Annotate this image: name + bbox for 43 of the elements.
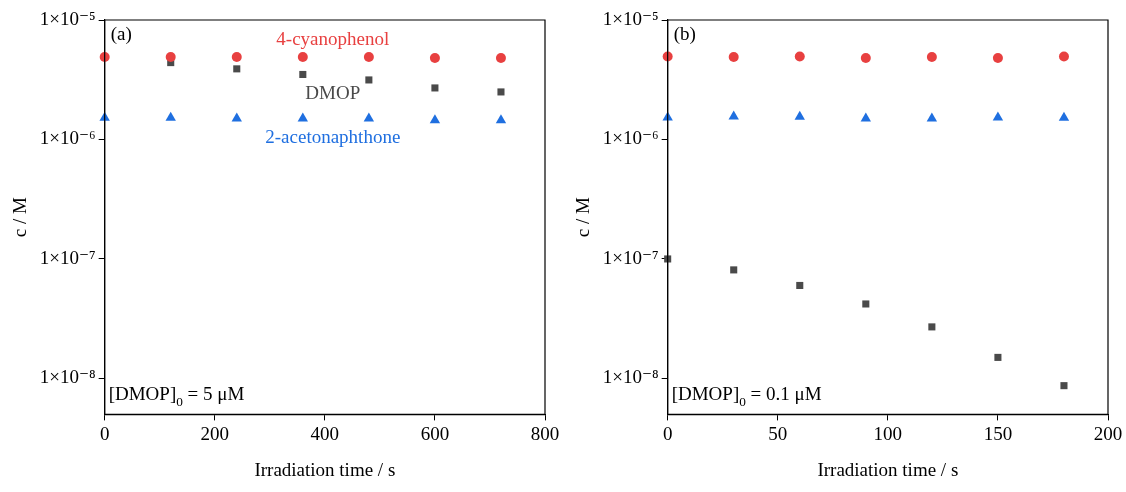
y-tick-label: 1×10⁻⁶ — [602, 127, 659, 149]
series-label: 2-acetonaphthone — [265, 125, 401, 147]
series-label: DMOP — [305, 81, 361, 103]
point — [928, 323, 936, 331]
x-tick-label: 150 — [983, 422, 1013, 444]
point — [992, 53, 1003, 64]
y-tick-label: 1×10⁻⁶ — [39, 127, 96, 149]
x-axis-title: Irradiation time / s — [254, 458, 396, 480]
point — [992, 111, 1004, 121]
y-tick-label: 1×10⁻⁵ — [39, 7, 96, 29]
point — [728, 110, 739, 120]
y-tick-label: 1×10⁻⁸ — [39, 366, 96, 388]
x-tick-label: 400 — [310, 422, 340, 444]
point — [1058, 111, 1070, 121]
y-tick-label: 1×10⁻⁸ — [602, 366, 659, 388]
y-tick-label: 1×10⁻⁷ — [602, 246, 659, 268]
x-tick-label: 50 — [768, 422, 788, 444]
y-tick-label: 1×10⁻⁷ — [39, 246, 96, 268]
point — [794, 51, 805, 62]
y-axis-title: c / M — [9, 197, 31, 238]
x-tick-label: 100 — [873, 422, 903, 444]
point — [1058, 51, 1069, 62]
annotation: (a) — [110, 23, 132, 45]
annotation: (b) — [673, 23, 696, 45]
point — [730, 266, 738, 274]
point — [994, 353, 1002, 361]
point — [1060, 382, 1068, 390]
point — [862, 300, 870, 308]
point — [926, 52, 937, 63]
x-tick-label: 800 — [530, 422, 560, 444]
x-tick-label: 0 — [662, 422, 673, 444]
series-label: 4-cyanophenol — [276, 28, 390, 50]
y-axis-title: c / M — [572, 197, 594, 238]
point — [794, 110, 805, 120]
x-tick-label: 200 — [1093, 422, 1123, 444]
point — [796, 281, 804, 289]
y-tick-label: 1×10⁻⁵ — [602, 7, 659, 29]
x-tick-label: 600 — [420, 422, 450, 444]
point — [860, 53, 871, 64]
point — [728, 52, 739, 63]
x-tick-label: 200 — [200, 422, 229, 444]
x-axis-title: Irradiation time / s — [817, 458, 959, 480]
x-tick-label: 0 — [99, 422, 110, 444]
